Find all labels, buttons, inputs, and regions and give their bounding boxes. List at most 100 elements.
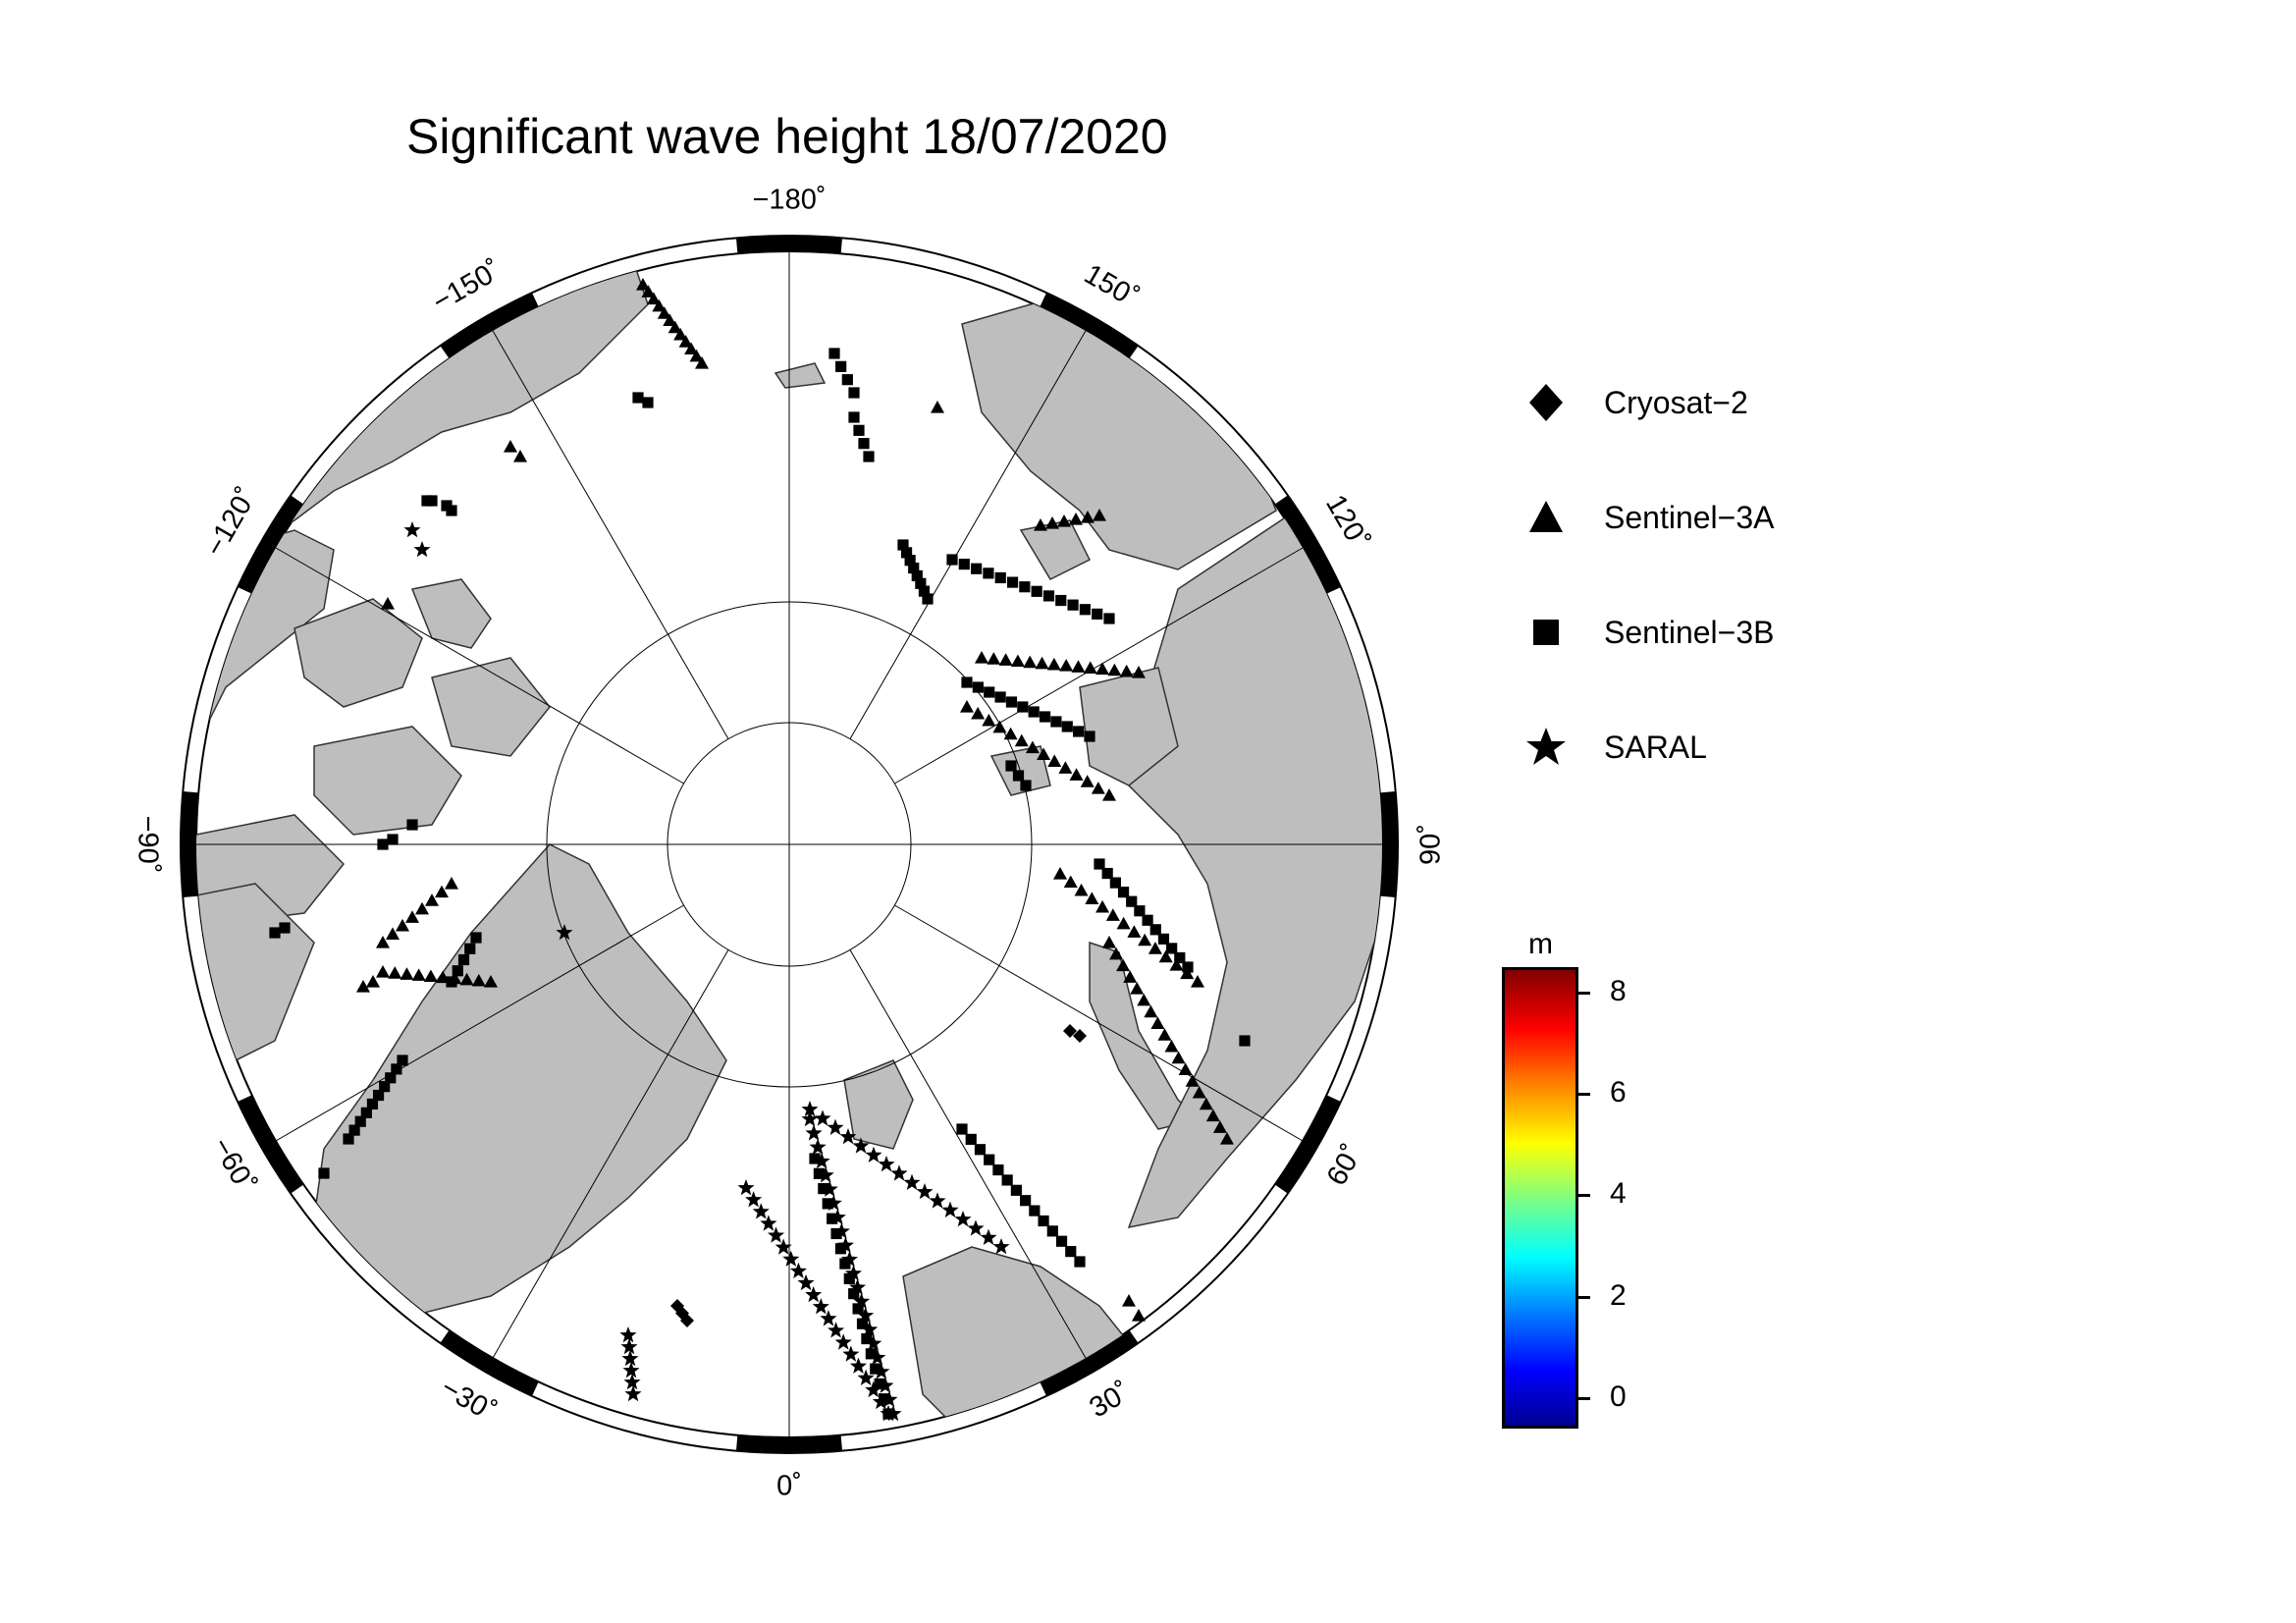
sentinel-3b-marker bbox=[279, 922, 291, 934]
sentinel-3b-marker bbox=[848, 1288, 860, 1300]
meridian-line bbox=[492, 949, 729, 1359]
meridian-line bbox=[849, 330, 1087, 739]
saral-marker bbox=[797, 1273, 815, 1291]
sentinel-3a-marker bbox=[1093, 509, 1106, 521]
colorbar bbox=[1502, 967, 1578, 1429]
sentinel-3b-marker bbox=[1101, 867, 1113, 880]
sentinel-3a-marker bbox=[641, 285, 656, 298]
longitude-label: 90˚ bbox=[1415, 824, 1447, 865]
frame-segment bbox=[440, 1329, 539, 1396]
saral-marker bbox=[789, 1262, 807, 1279]
colorbar-tick-label: 6 bbox=[1610, 1076, 1627, 1109]
longitude-label: 30˚ bbox=[1085, 1377, 1136, 1425]
sentinel-3a-marker bbox=[1057, 514, 1071, 527]
sentinel-3a-marker bbox=[1095, 899, 1110, 913]
sentinel-3b-marker bbox=[1001, 1174, 1013, 1186]
sentinel-3a-marker bbox=[1081, 511, 1095, 523]
sentinel-3a-marker bbox=[1191, 975, 1204, 988]
longitude-label: −90˚ bbox=[132, 816, 163, 874]
sentinel-3b-marker bbox=[1084, 730, 1095, 742]
sentinel-3b-marker bbox=[848, 411, 860, 423]
cryosat-2-marker bbox=[680, 1314, 694, 1327]
sentinel-3b-marker bbox=[1029, 1205, 1041, 1217]
sentinel-3b-marker bbox=[377, 839, 389, 850]
sentinel-3b-marker bbox=[848, 387, 860, 399]
triangle-icon bbox=[1529, 501, 1563, 532]
sentinel-3b-marker bbox=[972, 681, 984, 693]
sentinel-3b-marker bbox=[863, 451, 875, 462]
saral-marker bbox=[827, 1118, 844, 1135]
sentinel-3b-marker bbox=[822, 1198, 833, 1210]
sentinel-3a-marker bbox=[1059, 659, 1074, 672]
sentinel-3b-marker bbox=[974, 1144, 987, 1156]
saral-marker bbox=[620, 1338, 638, 1355]
sentinel-3a-marker bbox=[366, 975, 380, 988]
meridian-line bbox=[275, 904, 684, 1142]
saral-marker bbox=[941, 1201, 959, 1217]
sentinel-3a-marker bbox=[1025, 740, 1040, 754]
sentinel-3a-marker bbox=[400, 967, 414, 980]
sentinel-3b-marker bbox=[1042, 590, 1055, 602]
sentinel-3b-marker bbox=[1031, 585, 1042, 597]
sentinel-3a-marker bbox=[1034, 518, 1047, 531]
sentinel-3a-marker bbox=[1053, 867, 1067, 880]
sentinel-3a-marker bbox=[931, 401, 944, 413]
sentinel-3a-marker bbox=[471, 973, 486, 987]
saral-marker bbox=[890, 1164, 908, 1181]
sentinel-3b-marker bbox=[865, 1348, 877, 1360]
sentinel-3a-marker bbox=[425, 893, 439, 906]
sentinel-3a-marker bbox=[1069, 513, 1083, 525]
sentinel-3b-marker bbox=[360, 1107, 372, 1118]
sentinel-3b-marker bbox=[1239, 1035, 1251, 1047]
sentinel-3b-marker bbox=[1074, 1256, 1086, 1268]
sentinel-3a-marker bbox=[971, 706, 986, 720]
saral-marker bbox=[878, 1156, 895, 1172]
legend-label: Cryosat−2 bbox=[1604, 384, 1748, 420]
sentinel-3a-marker bbox=[1212, 1120, 1227, 1133]
saral-marker bbox=[813, 1152, 830, 1169]
sentinel-3b-marker bbox=[1126, 895, 1138, 907]
cryosat-2-marker bbox=[1063, 1024, 1077, 1038]
sentinel-3b-marker bbox=[1103, 613, 1115, 624]
sentinel-3b-marker bbox=[1092, 608, 1103, 620]
sentinel-3a-marker bbox=[1199, 1097, 1213, 1110]
sentinel-3b-marker bbox=[1010, 1184, 1022, 1196]
saral-marker bbox=[849, 1357, 868, 1374]
sentinel-3b-marker bbox=[858, 438, 870, 450]
saral-marker bbox=[842, 1345, 860, 1362]
saral-marker bbox=[857, 1307, 875, 1324]
sentinel-3b-marker bbox=[994, 691, 1006, 703]
sentinel-3b-marker bbox=[1046, 1225, 1058, 1237]
sentinel-3b-marker bbox=[897, 539, 909, 551]
sentinel-3b-marker bbox=[318, 1167, 330, 1179]
sentinel-3a-marker bbox=[376, 965, 390, 978]
sentinel-3b-marker bbox=[452, 965, 463, 977]
sentinel-3a-marker bbox=[960, 700, 974, 713]
saral-marker bbox=[752, 1203, 770, 1219]
sentinel-3b-marker bbox=[1067, 599, 1079, 611]
frame-segment bbox=[1274, 1095, 1341, 1194]
sentinel-3b-marker bbox=[984, 686, 995, 698]
saral-marker bbox=[916, 1183, 934, 1200]
colorbar-tick bbox=[1578, 1397, 1590, 1400]
sentinel-3a-marker bbox=[1158, 949, 1173, 963]
sentinel-3b-marker bbox=[1182, 961, 1194, 973]
saral-marker bbox=[849, 1278, 867, 1295]
sentinel-3a-marker bbox=[1010, 654, 1025, 668]
map-frame-checker bbox=[181, 236, 1398, 1453]
sentinel-3b-marker bbox=[1005, 760, 1017, 772]
colorbar-tick bbox=[1578, 1295, 1590, 1299]
sentinel-3a-marker bbox=[1119, 664, 1134, 677]
sentinel-3b-marker bbox=[1079, 604, 1091, 616]
sentinel-3b-marker bbox=[391, 1063, 402, 1075]
satellite-tracks bbox=[269, 278, 1251, 1422]
sentinel-3a-marker bbox=[646, 292, 661, 305]
sentinel-3a-marker bbox=[1091, 782, 1105, 794]
sentinel-3a-marker bbox=[1035, 656, 1049, 670]
sentinel-3b-marker bbox=[379, 1081, 391, 1093]
sentinel-3a-marker bbox=[1071, 660, 1086, 673]
saral-marker bbox=[805, 1124, 823, 1141]
sentinel-3a-marker bbox=[1132, 1309, 1146, 1322]
sentinel-3b-marker bbox=[882, 1408, 894, 1420]
sentinel-3a-marker bbox=[657, 306, 671, 319]
